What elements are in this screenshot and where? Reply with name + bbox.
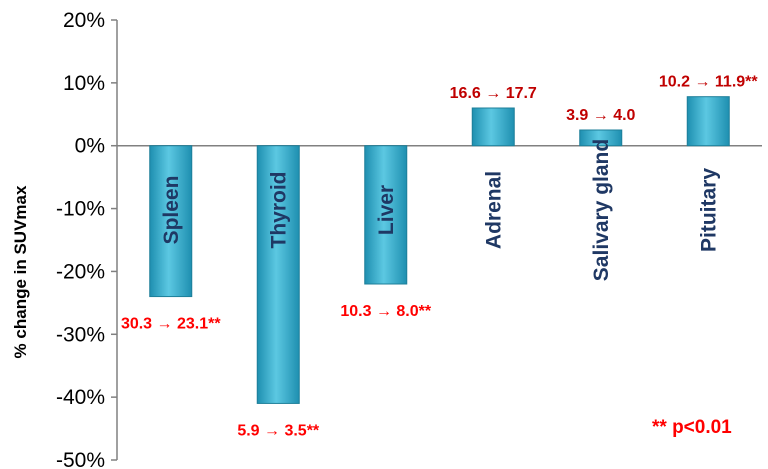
category-label: Liver [375, 185, 398, 235]
y-tick-label: -50% [56, 449, 105, 469]
data-label: 3.9 → 4.0 [566, 107, 635, 124]
data-label: 10.3 → 8.0** [340, 303, 432, 320]
y-tick-label: -10% [56, 198, 105, 221]
bar-adrenal [471, 107, 515, 147]
y-axis-title: % change in SUVmax [11, 185, 30, 358]
y-tick-label: 0% [75, 135, 105, 158]
y-tick-label: 10% [63, 72, 105, 95]
y-tick-label: -40% [56, 386, 105, 409]
bar-spleen [149, 145, 193, 298]
data-labels: 30.3 → 23.1** 5.9 → 3.5** 10.3 → 8.0** 16.6… [121, 74, 758, 440]
bar-liver [364, 145, 408, 285]
category-label: Thyroid [267, 172, 290, 249]
data-label: 30.3 → 23.1** [121, 316, 221, 333]
bar-thyroid [256, 145, 300, 404]
y-tick-label: 20% [63, 9, 105, 32]
category-label: Adrenal [482, 171, 505, 249]
category-label: Pituitary [697, 168, 720, 252]
data-label: 10.2 → 11.9** [659, 74, 759, 91]
significance-note: ** p<0.01 [652, 417, 732, 438]
bar-salivary-gland [579, 129, 623, 147]
y-tick-label: -30% [56, 323, 105, 346]
data-label: 16.6 → 17.7 [450, 85, 537, 102]
category-label: Salivary gland [590, 139, 613, 281]
bar-pituitary [686, 96, 730, 147]
data-label: 5.9 → 3.5** [237, 422, 320, 439]
y-axis: 20% 10% 0% -10% -20% -30% -40% -50% [56, 9, 762, 469]
category-labels: Spleen Thyroid Liver Adrenal Salivary gland P… [160, 139, 721, 281]
bars [149, 96, 730, 404]
y-tick-label: -20% [56, 260, 105, 283]
category-label: Spleen [160, 176, 183, 245]
